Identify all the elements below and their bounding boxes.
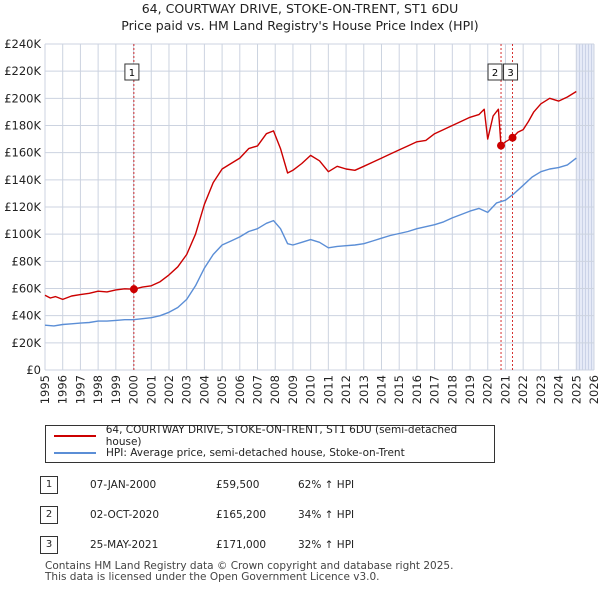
y-tick-label: £140K [4,173,41,187]
footer-licence: This data is licensed under the Open Gov… [45,571,380,583]
x-tick-label: 2026 [587,375,600,404]
chart-subtitle: Price paid vs. HM Land Registry's House … [121,18,478,33]
y-tick-label: £40K [12,309,42,323]
y-tick-label: £220K [4,64,41,78]
x-tick-label: 2015 [392,375,406,404]
x-tick-label: 2012 [339,375,353,404]
x-tick-label: 1999 [109,375,123,404]
sale-point [508,133,517,142]
sale-points [129,133,517,294]
x-tick-label: 1995 [38,375,52,404]
x-tick-label: 2024 [552,375,566,404]
x-tick-label: 2022 [516,375,530,404]
sale-label-text: 1 [129,68,135,79]
x-tick-label: 2014 [374,375,388,404]
sale-label-text: 3 [507,68,513,79]
y-tick-label: £180K [4,119,41,133]
x-tick-label: 2013 [357,375,371,404]
legend-item-property: 64, COURTWAY DRIVE, STOKE-ON-TRENT, ST1 … [54,424,494,448]
x-tick-label: 2002 [162,375,176,404]
sale-price: £165,200 [216,509,267,521]
footer-copyright: Contains HM Land Registry data © Crown c… [45,560,454,572]
sale-label-text: 2 [492,68,498,79]
sale-hpi-change: 32% ↑ HPI [298,539,355,551]
x-tick-label: 2001 [144,375,158,404]
y-tick-label: £60K [12,282,42,296]
sale-date: 07-JAN-2000 [90,479,157,491]
x-tick-label: 2025 [569,375,583,404]
sale-point [497,141,506,150]
sale-price: £59,500 [216,479,260,491]
sale-number: 2 [40,506,58,524]
chart-title: 64, COURTWAY DRIVE, STOKE-ON-TRENT, ST1 … [142,1,459,16]
x-tick-label: 2016 [410,375,424,404]
x-axis-ticks: 1995 1996 1997 1998 1999 2000 2001 2002 2003 2004… [38,375,600,404]
legend-label-hpi: HPI: Average price, semi-detached house,… [106,447,405,459]
legend-swatch-hpi [54,452,96,454]
x-tick-label: 2006 [233,375,247,404]
sale-row: 3 25-MAY-2021 £171,000 32% ↑ HPI [40,536,400,558]
x-tick-label: 2023 [534,375,548,404]
y-tick-label: £240K [4,37,41,51]
x-tick-label: 2011 [321,375,335,404]
sale-date: 25-MAY-2021 [90,539,159,551]
footer: Contains HM Land Registry data © Crown c… [45,561,453,583]
x-tick-label: 2008 [268,375,282,404]
x-tick-label: 2021 [498,375,512,404]
sale-label-box [487,63,503,81]
y-tick-label: £80K [12,254,42,268]
x-tick-label: 2018 [445,375,459,404]
sale-number: 1 [40,476,58,494]
price-chart: 64, COURTWAY DRIVE, STOKE-ON-TRENT, ST1 … [4,1,600,404]
x-tick-label: 2020 [481,375,495,404]
x-tick-label: 2004 [197,375,211,404]
sale-date: 02-OCT-2020 [90,509,159,521]
sale-hpi-change: 62% ↑ HPI [298,479,355,491]
y-tick-label: £120K [4,200,41,214]
x-tick-label: 2005 [215,375,229,404]
sale-point [129,285,138,294]
legend-label-property: 64, COURTWAY DRIVE, STOKE-ON-TRENT, ST1 … [105,424,458,448]
y-tick-label: £0 [26,363,41,377]
legend: 64, COURTWAY DRIVE, STOKE-ON-TRENT, ST1 … [45,424,495,463]
x-tick-label: 2007 [251,375,265,404]
y-tick-label: £20K [12,336,42,350]
y-tick-label: £100K [4,227,41,241]
grid-lines [44,43,595,371]
x-tick-label: 2003 [180,375,194,404]
sale-price: £171,000 [216,539,267,551]
x-tick-label: 1996 [56,375,70,404]
sale-number: 3 [40,536,58,554]
sale-label-box [124,63,140,81]
sale-label-box [503,63,519,81]
sale-row: 1 07-JAN-2000 £59,500 62% ↑ HPI [40,476,400,498]
sale-row: 2 02-OCT-2020 £165,200 34% ↑ HPI [40,506,400,528]
sale-hpi-change: 34% ↑ HPI [298,509,355,521]
x-tick-label: 2009 [286,375,300,404]
x-tick-label: 1998 [91,375,105,404]
x-tick-label: 2010 [304,375,318,404]
series-line-hpi [44,157,577,327]
y-axis-ticks: £0 £20K £40K £60K £80K £100K £120K £140K £160K £1… [4,37,41,377]
x-tick-label: 2019 [463,375,477,404]
x-tick-label: 2017 [428,375,442,404]
y-tick-label: £200K [4,91,41,105]
y-tick-label: £160K [4,146,41,160]
x-tick-label: 2000 [127,375,141,404]
legend-item-hpi: HPI: Average price, semi-detached house,… [54,444,405,462]
x-tick-label: 1997 [73,375,87,404]
legend-swatch-property [54,435,96,437]
